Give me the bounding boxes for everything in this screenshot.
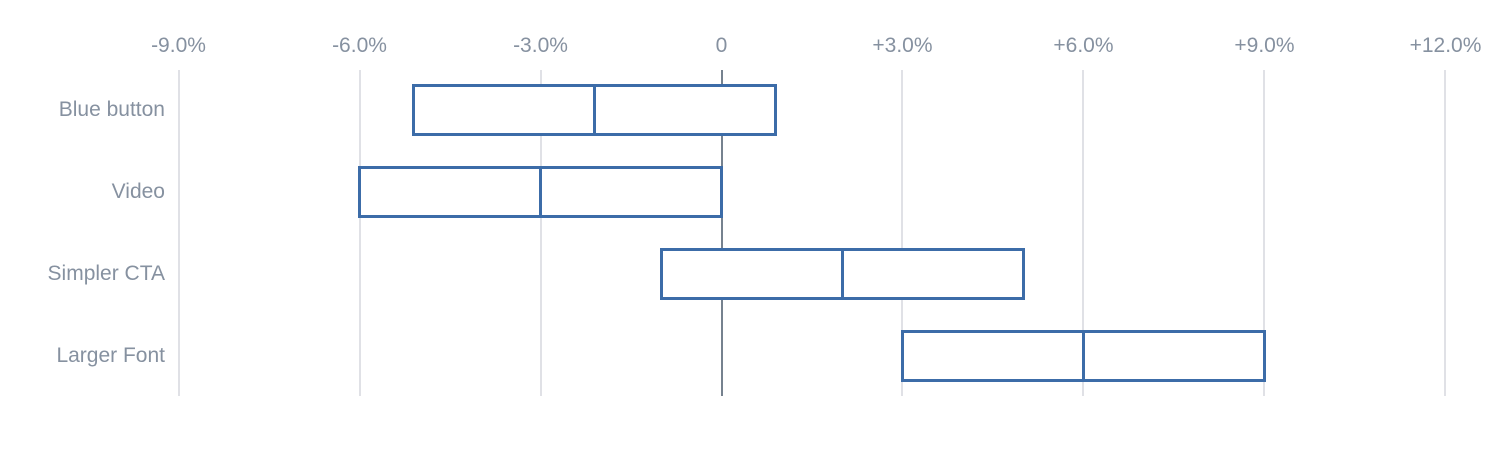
x-tick-label: +9.0% (1234, 34, 1295, 57)
gridline (901, 70, 904, 396)
range-bar (659, 248, 1025, 300)
gridline (1082, 70, 1085, 396)
category-label: Larger Font (56, 344, 165, 367)
range-bar (358, 166, 723, 218)
gridline (358, 70, 361, 396)
gridline (177, 70, 180, 396)
category-label: Blue button (58, 98, 165, 121)
category-label: Video (111, 180, 165, 203)
x-tick-label: -6.0% (332, 34, 387, 57)
gridline (1263, 70, 1266, 396)
midpoint-divider (1081, 333, 1085, 379)
x-tick-label: -9.0% (151, 34, 206, 57)
zero-gridline (720, 70, 723, 396)
gridline (539, 70, 542, 396)
midpoint-divider (840, 251, 844, 297)
x-tick-label: +6.0% (1053, 34, 1114, 57)
midpoint-divider (593, 87, 597, 133)
range-bar (412, 84, 778, 136)
x-tick-label: +12.0% (1409, 34, 1482, 57)
range-bar (900, 330, 1266, 382)
x-tick-label: 0 (715, 34, 728, 57)
x-tick-label: +3.0% (872, 34, 933, 57)
x-tick-label: -3.0% (513, 34, 568, 57)
category-label: Simpler CTA (47, 262, 165, 285)
midpoint-divider (538, 169, 542, 215)
gridline (1444, 70, 1447, 396)
